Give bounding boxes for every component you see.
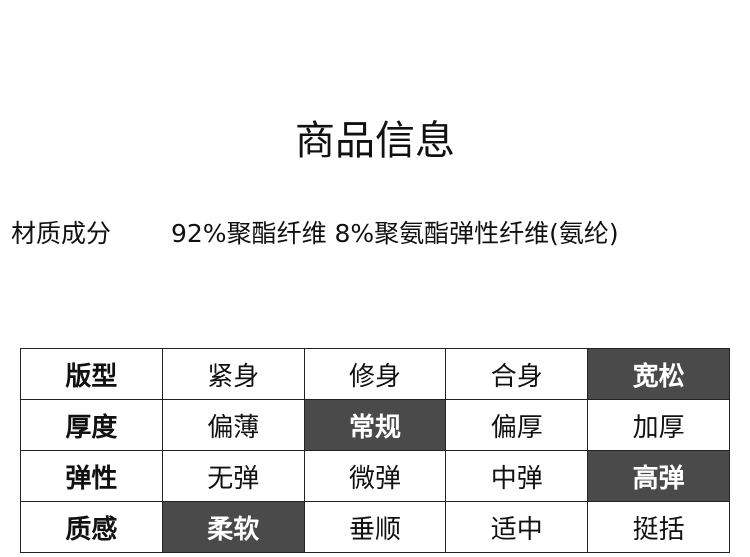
attribute-name: 版型 xyxy=(20,348,163,400)
attribute-name: 质感 xyxy=(20,501,163,553)
attribute-option: 垂顺 xyxy=(303,501,447,553)
attribute-option: 加厚 xyxy=(587,399,730,451)
attribute-option: 合身 xyxy=(445,348,589,400)
attribute-option-selected: 高弹 xyxy=(587,450,730,502)
attribute-row: 版型 紧身 修身 合身 宽松 xyxy=(20,348,730,400)
attribute-table: 版型 紧身 修身 合身 宽松 厚度 偏薄 常规 偏厚 加厚 弹性 无弹 微弹 中弹 高弹 质感 柔软 垂顺 适中 挺括 xyxy=(20,348,730,553)
attribute-option: 微弹 xyxy=(303,450,447,502)
attribute-option: 无弹 xyxy=(161,450,305,502)
attribute-option-selected: 宽松 xyxy=(587,348,730,400)
attribute-name: 厚度 xyxy=(20,399,163,451)
attribute-option: 适中 xyxy=(445,501,589,553)
attribute-option: 偏厚 xyxy=(445,399,589,451)
attribute-row: 质感 柔软 垂顺 适中 挺括 xyxy=(20,501,730,553)
attribute-option: 挺括 xyxy=(587,501,730,553)
attribute-option-selected: 常规 xyxy=(303,399,447,451)
attribute-option: 修身 xyxy=(303,348,447,400)
page-title: 商品信息 xyxy=(295,118,455,164)
attribute-name: 弹性 xyxy=(20,450,163,502)
attribute-option-selected: 柔软 xyxy=(161,501,305,553)
material-value: 92%聚酯纤维 8%聚氨酯弹性纤维(氨纶) xyxy=(171,219,619,248)
attribute-row: 厚度 偏薄 常规 偏厚 加厚 xyxy=(20,399,730,451)
attribute-option: 紧身 xyxy=(161,348,305,400)
material-row: 材质成分 92%聚酯纤维 8%聚氨酯弹性纤维(氨纶) xyxy=(11,214,619,250)
attribute-option: 偏薄 xyxy=(161,399,305,451)
material-label: 材质成分 xyxy=(11,219,112,248)
attribute-option: 中弹 xyxy=(445,450,589,502)
attribute-row: 弹性 无弹 微弹 中弹 高弹 xyxy=(20,450,730,502)
